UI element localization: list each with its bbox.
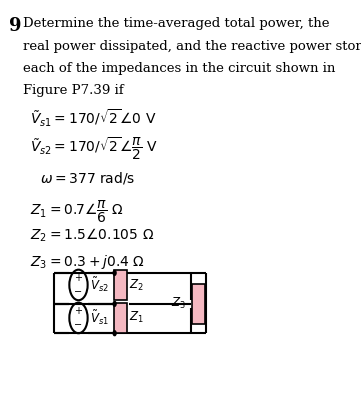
Text: $Z_3$: $Z_3$: [171, 296, 186, 311]
Circle shape: [113, 331, 116, 336]
Text: −: −: [74, 287, 83, 297]
Text: $\tilde{V}_{s2}$: $\tilde{V}_{s2}$: [90, 276, 109, 294]
Text: $Z_1$: $Z_1$: [129, 310, 144, 326]
Text: $Z_1 = 0.7\angle\dfrac{\pi}{6}\ \Omega$: $Z_1 = 0.7\angle\dfrac{\pi}{6}\ \Omega$: [30, 198, 124, 225]
Bar: [192, 284, 205, 324]
Text: $Z_2$: $Z_2$: [129, 277, 144, 292]
Bar: [114, 303, 127, 333]
Text: each of the impedances in the circuit shown in: each of the impedances in the circuit sh…: [23, 62, 335, 75]
Text: real power dissipated, and the reactive power stored in: real power dissipated, and the reactive …: [23, 40, 361, 53]
Text: +: +: [74, 306, 83, 316]
Text: $Z_2 = 1.5\angle 0.105\ \Omega$: $Z_2 = 1.5\angle 0.105\ \Omega$: [30, 227, 155, 244]
Text: Determine the time-averaged total power, the: Determine the time-averaged total power,…: [23, 17, 330, 30]
Text: 9: 9: [9, 17, 21, 36]
Text: $Z_3 = 0.3 + j0.4\ \Omega$: $Z_3 = 0.3 + j0.4\ \Omega$: [30, 253, 145, 271]
Text: Figure P7.39 if: Figure P7.39 if: [23, 84, 124, 97]
Text: $\tilde{V}_{s1}$: $\tilde{V}_{s1}$: [90, 309, 109, 327]
Text: −: −: [74, 320, 83, 330]
Circle shape: [113, 271, 116, 275]
Text: $\omega = 377$ rad/s: $\omega = 377$ rad/s: [40, 170, 135, 185]
Text: $\tilde{V}_{s2} = 170/\sqrt{2}\angle\dfrac{\pi}{2}$ V: $\tilde{V}_{s2} = 170/\sqrt{2}\angle\dfr…: [30, 135, 158, 162]
Text: +: +: [74, 273, 83, 283]
Bar: [114, 270, 127, 300]
Circle shape: [113, 301, 116, 306]
Text: $\tilde{V}_{s1} = 170/\sqrt{2}\angle 0$ V: $\tilde{V}_{s1} = 170/\sqrt{2}\angle 0$ …: [30, 108, 157, 129]
